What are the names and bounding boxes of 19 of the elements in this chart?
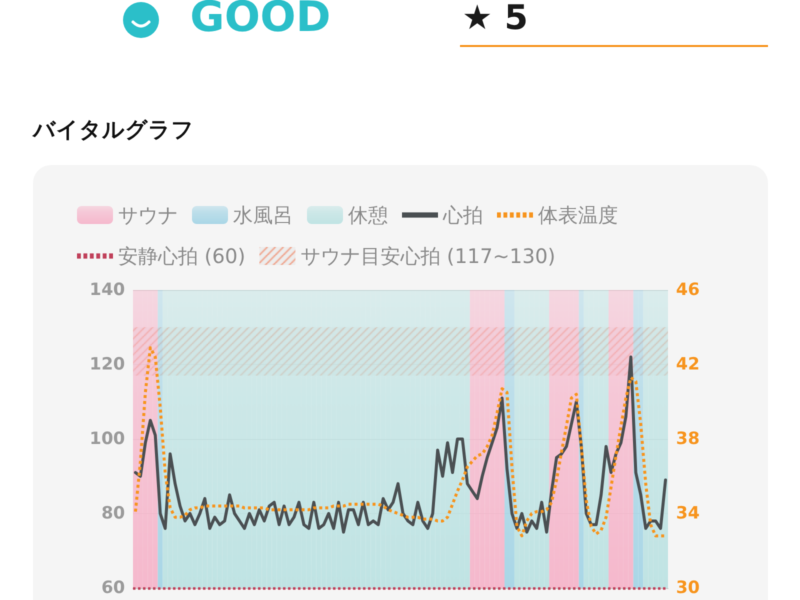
legend-label: 休憩 (348, 203, 388, 227)
legend-label: 水風呂 (233, 203, 293, 227)
legend-label: 体表温度 (538, 203, 618, 227)
y2-tick-label: 38 (676, 429, 700, 449)
y2-tick-label: 34 (676, 504, 700, 524)
legend-label: 心拍 (442, 203, 483, 227)
legend-label: 安静心拍 (60) (118, 244, 246, 268)
chart-title: バイタルグラフ (33, 117, 194, 145)
text: ★ 5 (462, 0, 528, 38)
y-tick-label: 100 (90, 429, 126, 449)
legend-label: サウナ目安心拍 (117~130) (300, 244, 556, 268)
legend-label: サウナ (118, 203, 178, 227)
y-tick-label: 140 (90, 280, 126, 300)
y2-tick-label: 30 (676, 578, 700, 598)
y2-tick-label: 46 (676, 280, 700, 300)
y-tick-label: 60 (101, 578, 126, 598)
y-tick-label: 80 (101, 504, 126, 524)
y2-tick-label: 42 (676, 354, 700, 374)
y-tick-label: 120 (90, 354, 126, 374)
